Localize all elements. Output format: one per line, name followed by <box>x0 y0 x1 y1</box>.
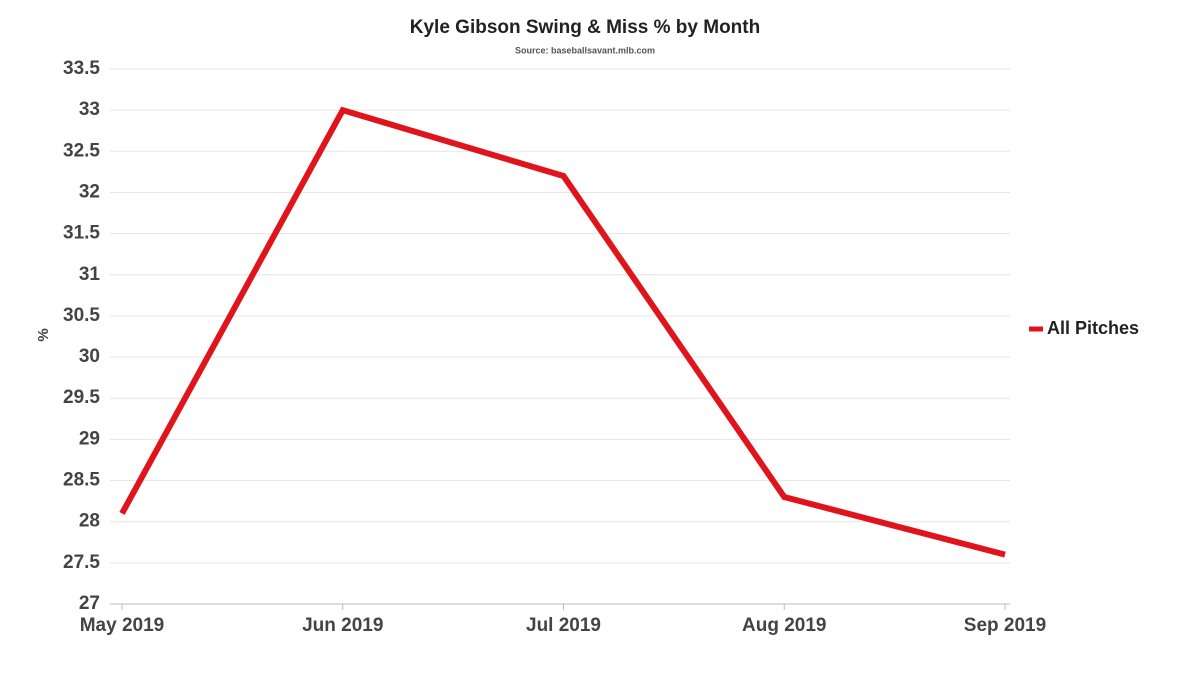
x-tick-label: Jul 2019 <box>526 615 601 636</box>
y-tick-label: 28.5 <box>63 470 100 491</box>
y-tick-label: 30 <box>79 346 100 367</box>
x-tick-label: Aug 2019 <box>742 615 826 636</box>
y-tick-label: 32 <box>79 181 100 202</box>
y-tick-label: 30.5 <box>63 305 100 326</box>
y-tick-label: 27.5 <box>63 552 100 573</box>
y-tick-label: 32.5 <box>63 140 100 161</box>
x-tick-label: Jun 2019 <box>302 615 383 636</box>
legend-label: All Pitches <box>1047 318 1139 338</box>
y-tick-label: 29.5 <box>63 387 100 408</box>
y-tick-label: 28 <box>79 511 100 532</box>
x-tick-label: Sep 2019 <box>964 615 1046 636</box>
y-tick-label: 33 <box>79 99 100 120</box>
x-tick-label: May 2019 <box>80 615 165 636</box>
y-tick-label: 29 <box>79 428 100 449</box>
y-axis-label: % <box>35 328 52 341</box>
y-tick-label: 33.5 <box>63 58 100 79</box>
y-tick-label: 27 <box>79 593 100 614</box>
chart-title: Kyle Gibson Swing & Miss % by Month <box>410 17 760 38</box>
y-tick-label: 31.5 <box>63 223 100 244</box>
chart-subtitle: Source: baseballsavant.mlb.com <box>515 45 655 55</box>
y-tick-label: 31 <box>79 264 101 285</box>
line-series <box>119 106 1006 558</box>
